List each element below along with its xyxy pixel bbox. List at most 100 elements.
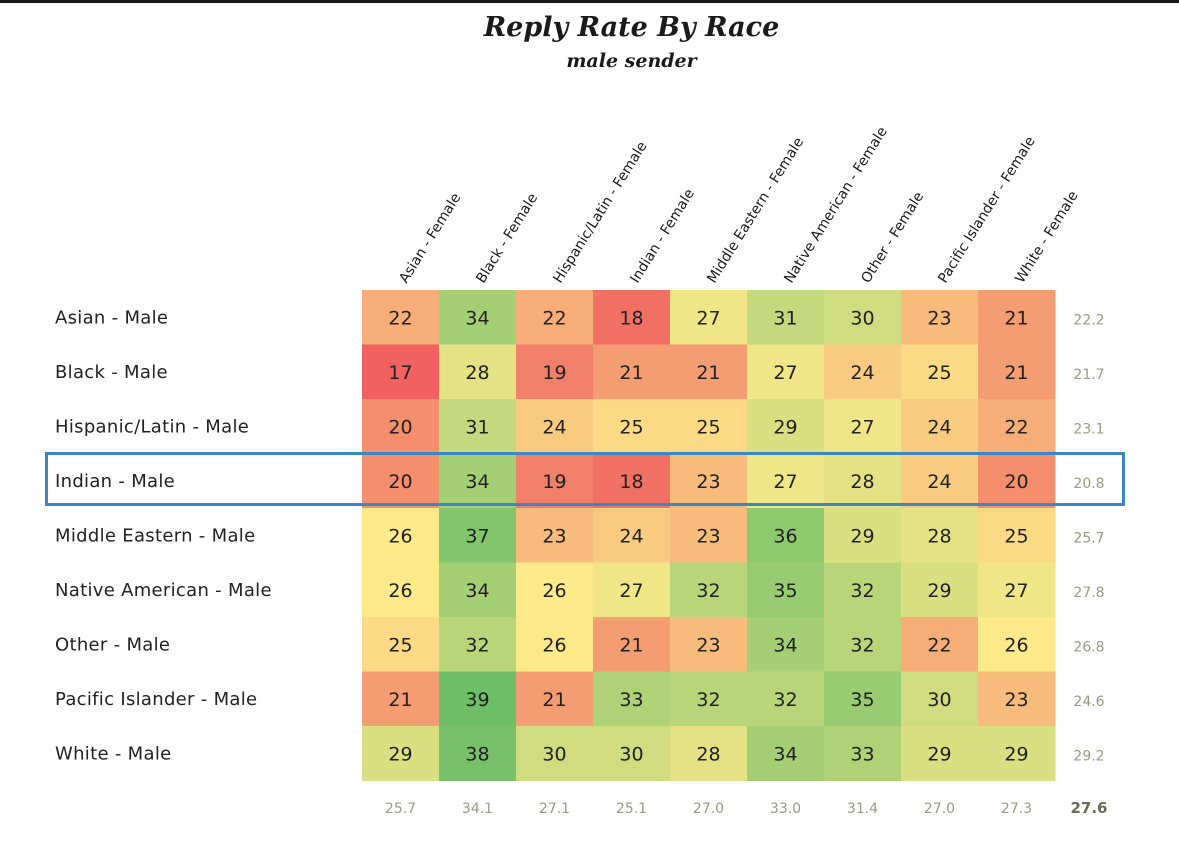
heatmap-cell (362, 453, 440, 509)
heatmap-cell (362, 399, 440, 454)
heatmap-cell (978, 508, 1056, 563)
heatmap-cell (978, 671, 1056, 727)
heatmap-cell (824, 290, 902, 345)
cell-value: 24 (927, 471, 951, 493)
cell-value: 34 (465, 471, 489, 493)
cell-value: 32 (850, 634, 874, 656)
heatmap-cell (593, 453, 671, 509)
cell-value: 34 (773, 743, 797, 765)
cell-value: 21 (619, 362, 643, 384)
heatmap-cell (670, 290, 748, 345)
cell-value: 28 (927, 525, 951, 547)
heatmap-cell (516, 290, 594, 345)
cell-value: 30 (850, 307, 874, 329)
cell-value: 23 (542, 525, 566, 547)
heatmap-cell (593, 399, 671, 454)
chart-title: Reply Rate By Race (483, 12, 780, 43)
cell-value: 21 (1004, 362, 1028, 384)
heatmap-cell (593, 562, 671, 618)
row-label: Pacific Islander - Male (55, 689, 257, 710)
column-label: Indian - Female (627, 186, 698, 286)
heatmap-cell (362, 290, 440, 345)
heatmap-cell (978, 453, 1056, 509)
column-label: Other - Female (858, 189, 927, 286)
cell-value: 20 (388, 416, 412, 438)
heatmap-cell (362, 726, 440, 781)
cell-value: 24 (619, 525, 643, 547)
cell-value: 25 (927, 362, 951, 384)
heatmap-cell (439, 453, 517, 509)
cell-value: 27 (619, 580, 643, 602)
column-average: 33.0 (770, 801, 801, 817)
cell-value: 32 (773, 689, 797, 711)
cell-value: 21 (1004, 307, 1028, 329)
chart-subtitle: male sender (566, 50, 697, 72)
heatmap-cell (824, 399, 902, 454)
heatmap-cell (901, 453, 979, 509)
row-label: White - Male (55, 743, 172, 764)
cell-value: 32 (696, 689, 720, 711)
cell-value: 18 (619, 471, 643, 493)
heatmap-cell (747, 290, 825, 345)
row-average: 27.8 (1073, 585, 1104, 601)
row-label: Indian - Male (55, 471, 175, 492)
heatmap-cell (593, 344, 671, 400)
cell-value: 30 (542, 743, 566, 765)
cell-value: 32 (850, 580, 874, 602)
cell-value: 25 (388, 634, 412, 656)
heatmap-cell (747, 562, 825, 618)
row-label: Native American - Male (55, 580, 272, 601)
heatmap-cell (593, 726, 671, 781)
heatmap-cell (901, 290, 979, 345)
heatmap-cell (747, 726, 825, 781)
row-average: 21.7 (1073, 367, 1104, 383)
heatmap-cell (901, 726, 979, 781)
cell-value: 26 (542, 634, 566, 656)
heatmap-cell (901, 617, 979, 672)
heatmap-cell (362, 562, 440, 618)
cell-value: 25 (619, 416, 643, 438)
cell-value: 28 (465, 362, 489, 384)
heatmap-cell (978, 562, 1056, 618)
heatmap-cell (439, 508, 517, 563)
cell-value: 31 (465, 416, 489, 438)
heatmap-cell (824, 344, 902, 400)
column-label: White - Female (1012, 188, 1081, 286)
cell-value: 33 (619, 689, 643, 711)
heatmap-cell (516, 344, 594, 400)
cell-value: 27 (850, 416, 874, 438)
column-average: 27.3 (1001, 801, 1032, 817)
column-average: 25.7 (385, 801, 416, 817)
heatmap-cell (670, 399, 748, 454)
heatmap-cell (824, 671, 902, 727)
heatmap-cell (901, 508, 979, 563)
row-average: 25.7 (1073, 530, 1104, 546)
row-average: 29.2 (1073, 748, 1104, 764)
cell-value: 29 (1004, 743, 1028, 765)
cell-value: 25 (1004, 525, 1028, 547)
cell-value: 20 (388, 471, 412, 493)
cell-value: 23 (696, 525, 720, 547)
top-rule (0, 0, 1179, 3)
row-label: Middle Eastern - Male (55, 525, 255, 546)
cell-value: 21 (388, 689, 412, 711)
row-average: 22.2 (1073, 312, 1104, 328)
cell-value: 21 (696, 362, 720, 384)
heatmap-cell (362, 617, 440, 672)
column-label: Black - Female (473, 191, 541, 286)
cell-value: 29 (773, 416, 797, 438)
cell-value: 26 (388, 525, 412, 547)
heatmap-cell (593, 671, 671, 727)
heatmap-cell (670, 508, 748, 563)
heatmap-cell (516, 726, 594, 781)
heatmap-cell (747, 399, 825, 454)
heatmap-cell (747, 508, 825, 563)
row-label: Other - Male (55, 634, 170, 655)
cell-value: 34 (465, 580, 489, 602)
heatmap-cell (901, 562, 979, 618)
cell-value: 19 (542, 471, 566, 493)
cell-value: 32 (696, 580, 720, 602)
heatmap-cell (439, 726, 517, 781)
cell-value: 19 (542, 362, 566, 384)
